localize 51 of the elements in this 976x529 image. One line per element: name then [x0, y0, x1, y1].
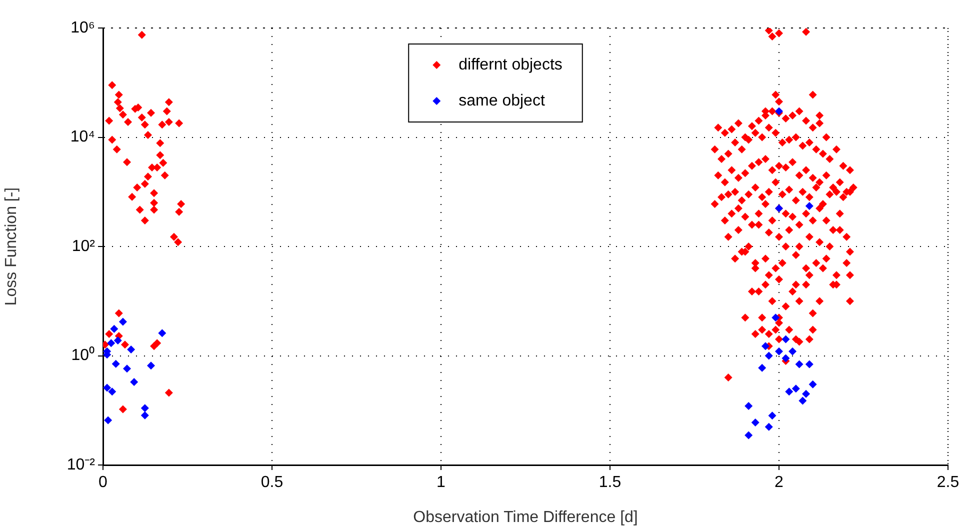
point	[107, 339, 116, 348]
point	[744, 402, 753, 410]
point	[802, 390, 810, 398]
x-tick-label: 2	[774, 474, 784, 492]
point	[782, 354, 790, 362]
point	[112, 360, 120, 368]
x-tick-label: 1	[436, 474, 446, 492]
point	[788, 347, 797, 356]
point	[110, 324, 118, 333]
point	[130, 378, 138, 386]
point	[761, 342, 770, 350]
x-tick-label: 0	[98, 474, 108, 492]
point	[140, 404, 149, 412]
legend-label: same object	[458, 92, 546, 110]
x-tick-label: 2.5	[936, 474, 960, 492]
point	[792, 384, 800, 393]
x-axis-title: Observation Time Difference [d]	[413, 508, 638, 526]
point	[764, 352, 773, 360]
x-tick-label: 0.5	[260, 474, 284, 492]
legend-label: differnt objects	[458, 56, 562, 74]
point	[758, 364, 766, 372]
point	[805, 202, 814, 210]
point	[785, 388, 794, 396]
point	[103, 384, 112, 392]
point	[140, 411, 149, 420]
point	[108, 388, 116, 396]
point	[104, 416, 112, 424]
point	[764, 422, 773, 431]
point	[772, 314, 780, 322]
y-tick-label: 10⁶	[70, 19, 95, 36]
point	[798, 396, 807, 405]
point	[158, 329, 166, 338]
y-tick-label: 10²	[72, 238, 96, 255]
y-tick-label: 10⁻²	[66, 456, 96, 474]
point	[775, 347, 783, 356]
point	[795, 360, 804, 368]
y-axis-title: Loss Function [-]	[3, 187, 20, 306]
y-tick-label: 10⁴	[70, 128, 96, 146]
point	[127, 346, 136, 354]
point	[118, 318, 127, 326]
point	[805, 360, 814, 368]
point	[782, 335, 790, 344]
y-tick-label: 10⁰	[71, 346, 95, 364]
point	[114, 336, 122, 345]
x-tick-label: 1.5	[598, 474, 622, 492]
point	[808, 380, 817, 388]
point	[751, 418, 760, 426]
point	[744, 431, 753, 440]
point	[768, 412, 776, 420]
point	[146, 362, 155, 370]
point	[123, 364, 131, 373]
